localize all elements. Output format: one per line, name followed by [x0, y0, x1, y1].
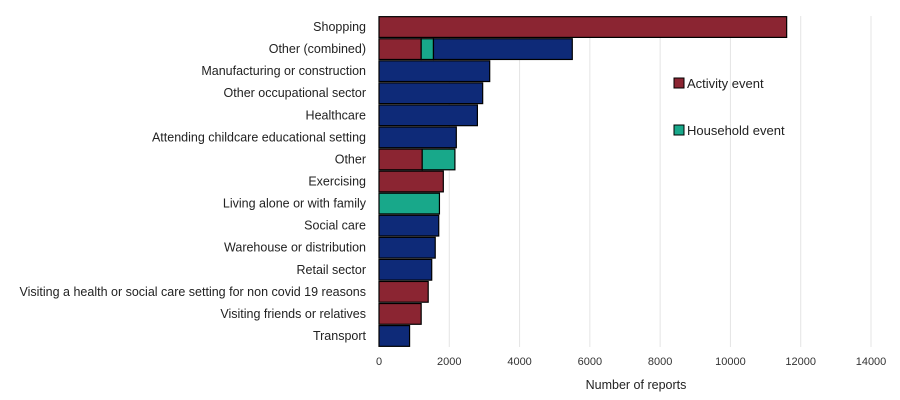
bar-social-care-series-2 — [378, 214, 440, 237]
x-tick-labels: 0 2000 4000 6000 8000 10000 12000 14000 — [376, 356, 886, 368]
x-tick-label: 8000 — [648, 356, 672, 368]
category-label: Retail sector — [297, 263, 366, 277]
x-axis-title: Number of reports — [586, 378, 687, 392]
category-label: Other — [335, 152, 366, 166]
x-tick-label: 2000 — [437, 356, 461, 368]
category-label: Other (combined) — [269, 42, 366, 56]
bar-other-combined-series-2 — [432, 38, 573, 61]
category-label: Shopping — [313, 20, 366, 34]
bars — [378, 16, 788, 347]
bar-manufacturing-or-construction-series-2 — [378, 60, 491, 83]
category-label: Manufacturing or construction — [201, 64, 366, 78]
x-tick-label: 0 — [376, 356, 382, 368]
legend-swatch-household-event — [673, 124, 685, 136]
category-labels: Shopping Other (combined) Manufacturing or… — [20, 20, 367, 343]
category-label: Warehouse or distribution — [224, 241, 366, 255]
x-tick-label: 4000 — [507, 356, 531, 368]
bar-retail-sector-series-2 — [378, 258, 433, 281]
category-label: Visiting friends or relatives — [220, 307, 366, 321]
gridlines — [378, 16, 872, 347]
category-label: Social care — [304, 219, 366, 233]
x-tick-label: 14000 — [856, 356, 887, 368]
legend-label-household-event: Household event — [687, 123, 785, 138]
bar-healthcare-series-2 — [378, 104, 479, 127]
category-label: Visiting a health or social care setting… — [20, 285, 367, 299]
bar-attending-childcare-educational-setting-series-2 — [378, 126, 457, 149]
bar-other-combined-household-event — [420, 38, 435, 61]
bar-other-occupational-sector-series-2 — [378, 82, 484, 105]
legend-swatch-activity-event — [673, 77, 685, 89]
bar-transport-series-2 — [378, 324, 411, 347]
category-label: Living alone or with family — [223, 197, 367, 211]
bar-warehouse-or-distribution-series-2 — [378, 236, 436, 259]
x-tick-label: 6000 — [578, 356, 602, 368]
category-label: Attending childcare educational setting — [152, 130, 366, 144]
bar-exercising-activity-event — [378, 170, 444, 193]
bar-living-alone-or-with-family-household-event — [378, 192, 441, 215]
bar-visiting-friends-or-relatives-activity-event — [378, 302, 422, 325]
category-label: Exercising — [308, 175, 366, 189]
bar-other-household-event — [421, 148, 456, 171]
category-label: Healthcare — [306, 108, 366, 122]
x-tick-label: 10000 — [715, 356, 746, 368]
bar-shopping-activity-event — [378, 16, 788, 39]
category-label: Transport — [313, 329, 367, 343]
legend-label-activity-event: Activity event — [687, 76, 764, 91]
category-label: Other occupational sector — [224, 86, 366, 100]
bar-other-combined-activity-event — [378, 38, 422, 61]
x-tick-label: 12000 — [785, 356, 816, 368]
bar-visiting-a-health-or-social-care-setting-for-non-covid-19-reasons-activity-event — [378, 280, 429, 303]
bar-other-activity-event — [378, 148, 423, 171]
legend: Activity event Household event — [673, 76, 785, 138]
